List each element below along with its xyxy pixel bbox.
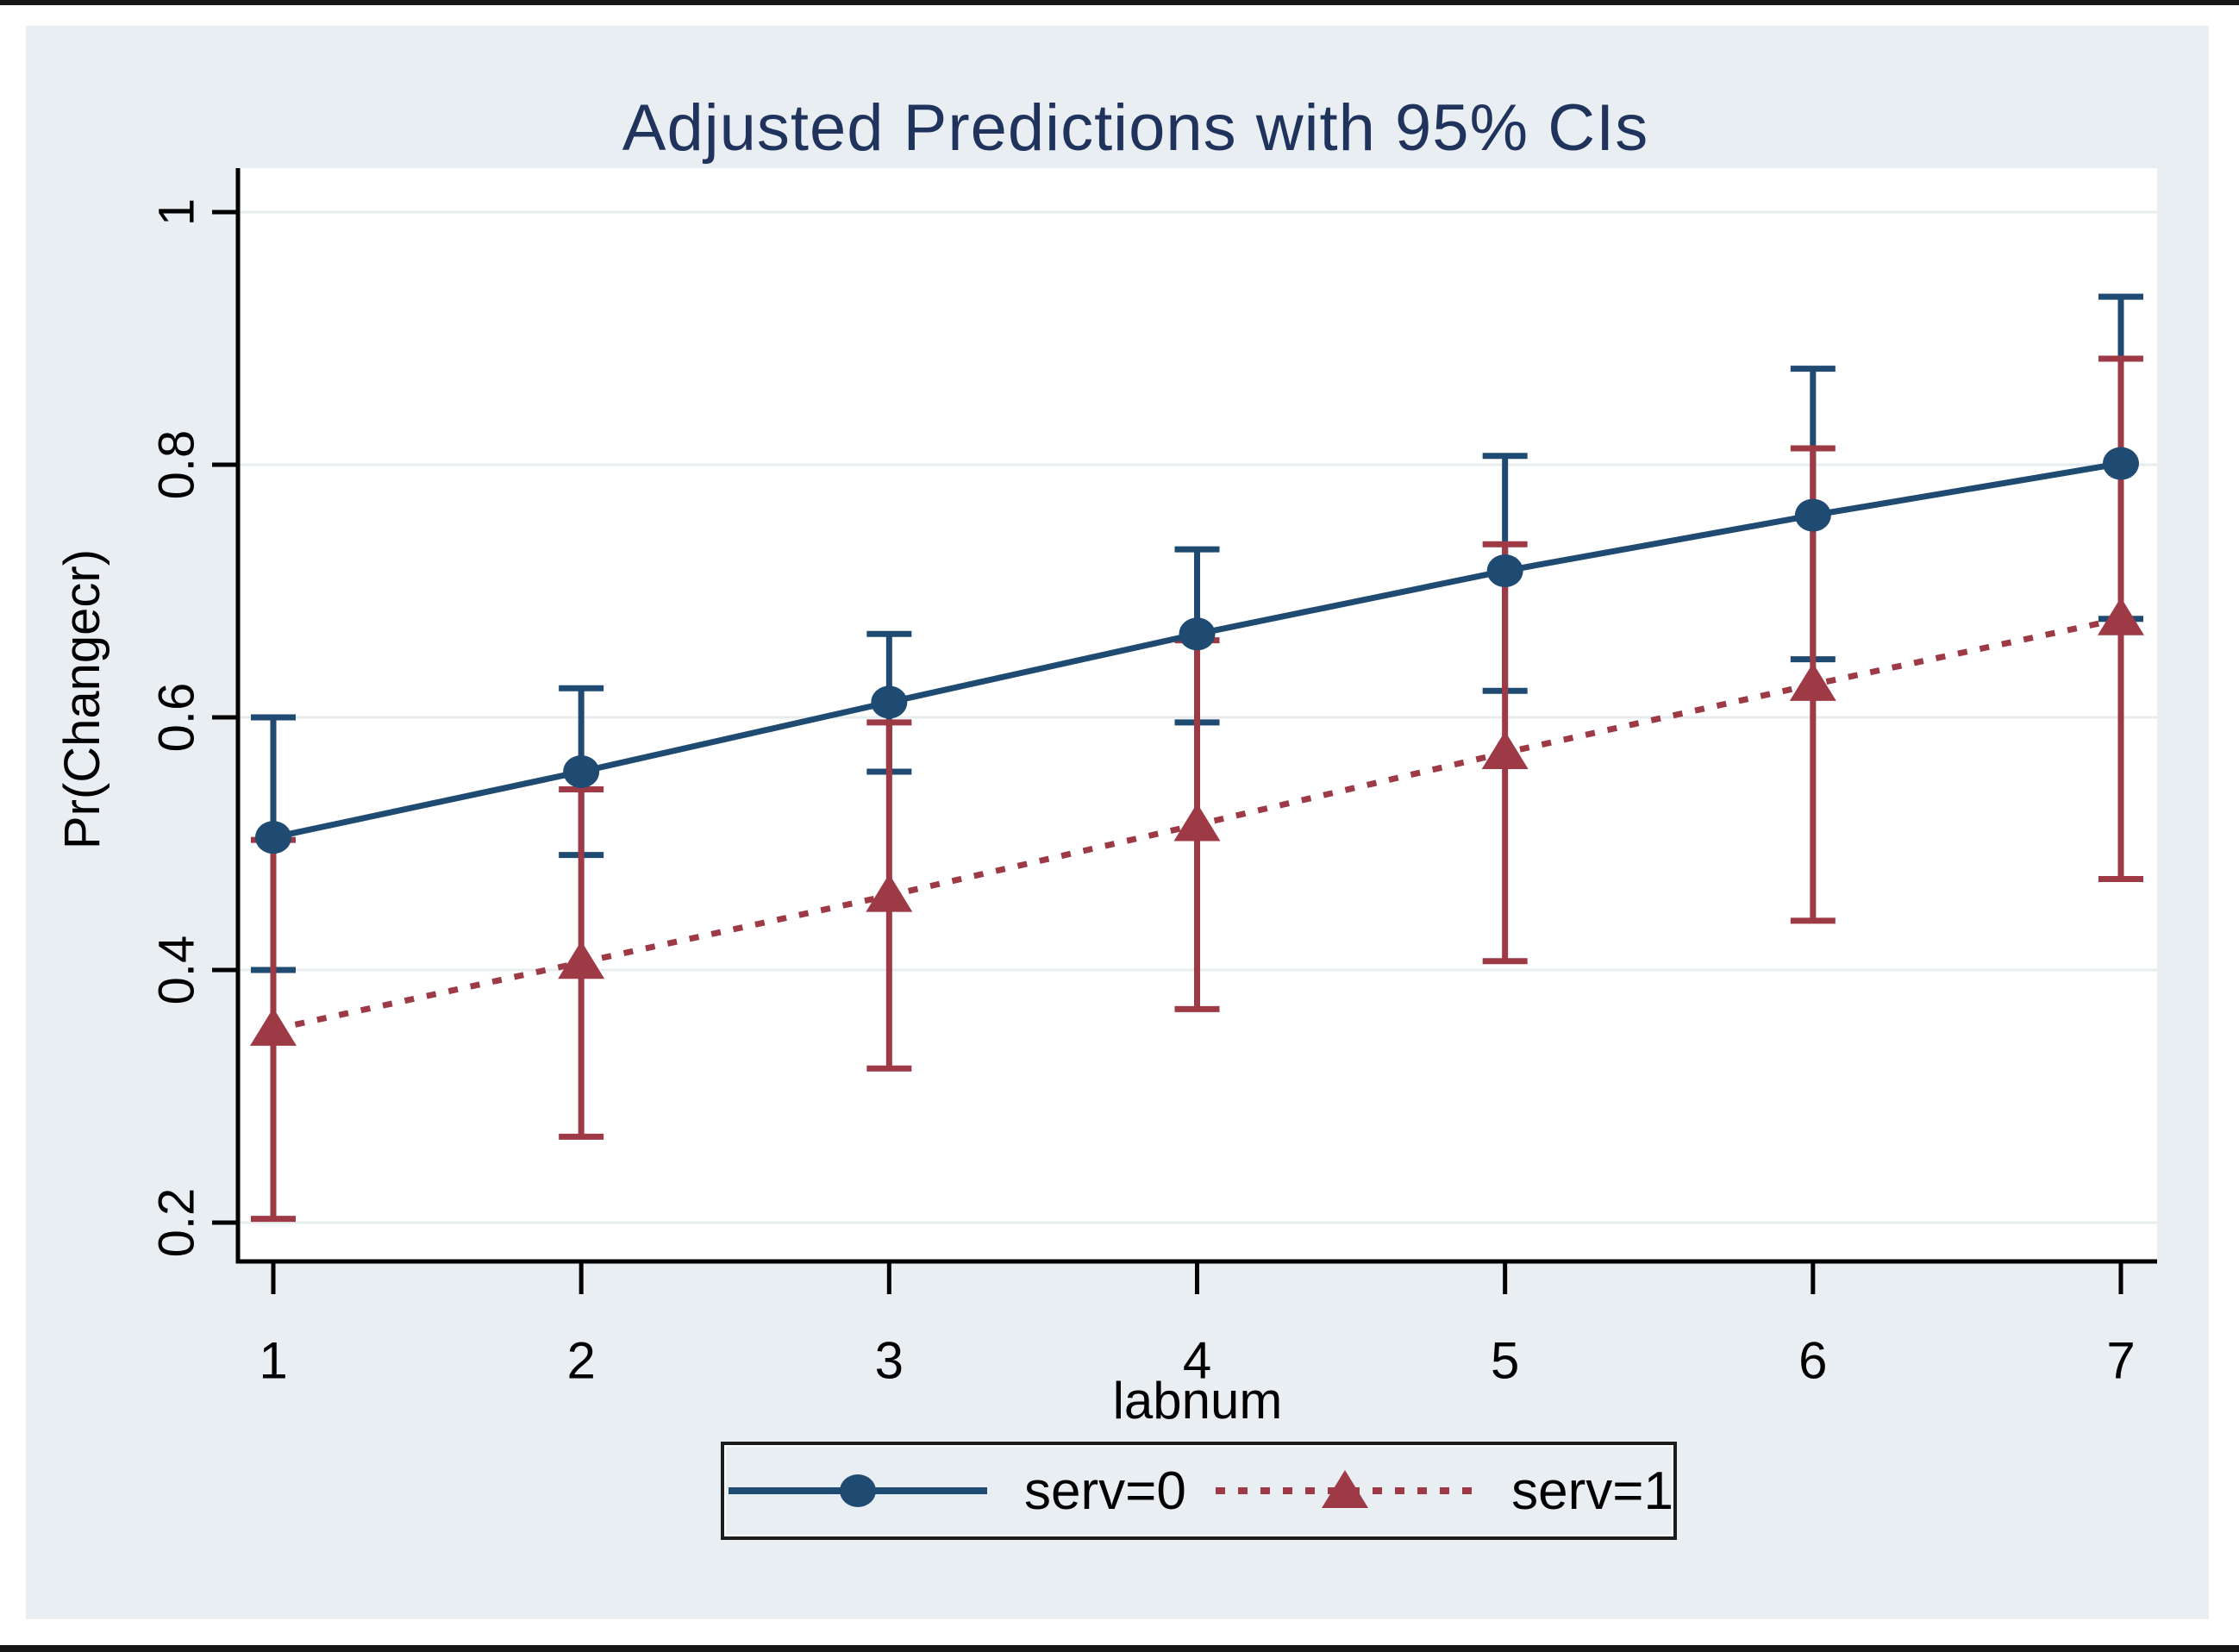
x-tick-label: 2: [566, 1332, 595, 1390]
marker-group-serv1: [250, 597, 2145, 1046]
x-tick-label: 3: [875, 1332, 904, 1390]
y-tick-label: 0.8: [149, 430, 205, 500]
marker-circle-serv0-x1: [255, 821, 291, 854]
x-tick-label: 7: [2106, 1332, 2135, 1390]
legend-entry-serv1: serv=1: [1211, 1461, 1673, 1522]
marker-circle-serv0-x6: [1794, 498, 1831, 532]
marker-triangle-serv1-x5: [1481, 731, 1529, 770]
top-edge-border: [0, 0, 2239, 5]
y-tick-label: 0.2: [149, 1188, 205, 1258]
marker-triangle-serv1-x3: [866, 873, 913, 912]
marker-circle-serv0-x2: [563, 754, 600, 788]
y-tick-label: 0.4: [149, 936, 205, 1005]
marker-triangle-serv1-x2: [558, 941, 605, 979]
legend-label-serv0: serv=0: [1024, 1461, 1186, 1521]
marker-circle-serv0-x7: [2103, 447, 2140, 480]
x-tick-label: 1: [259, 1332, 287, 1390]
marker-triangle-serv1-x4: [1173, 803, 1221, 842]
legend-label-serv1: serv=1: [1511, 1461, 1673, 1521]
legend-sample-serv1-dotted-triangle: [1216, 1470, 1475, 1508]
legend-sample-serv0-line-circle: [729, 1474, 987, 1507]
marker-triangle-serv1-x6: [1789, 662, 1836, 701]
x-tick-label: 4: [1183, 1332, 1211, 1390]
marker-circle-serv0-x3: [871, 685, 908, 719]
y-tick-label: 0.6: [149, 683, 205, 753]
x-axis-title: labnum: [1112, 1372, 1283, 1430]
legend-triangle-marker: [1322, 1470, 1369, 1508]
marker-circle-serv0-x4: [1179, 617, 1216, 651]
chart-title: Adjusted Predictions with 95% CIs: [622, 91, 1649, 165]
marker-triangle-serv1-x7: [2098, 597, 2145, 635]
marker-circle-serv0-x5: [1486, 554, 1523, 588]
legend-entry-serv0: serv=0: [724, 1461, 1186, 1522]
marker-group-serv0: [255, 447, 2140, 854]
y-axis-title: Pr(Changecr): [54, 548, 110, 850]
marker-triangle-serv1-x1: [250, 1007, 297, 1046]
x-tick-label: 6: [1798, 1332, 1827, 1390]
y-tick-label: 1: [149, 198, 205, 226]
x-tick-label: 5: [1491, 1332, 1519, 1390]
legend-box: serv=0 serv=1: [721, 1442, 1677, 1540]
bottom-edge-border: [0, 1645, 2239, 1652]
legend-circle-marker: [840, 1474, 876, 1507]
